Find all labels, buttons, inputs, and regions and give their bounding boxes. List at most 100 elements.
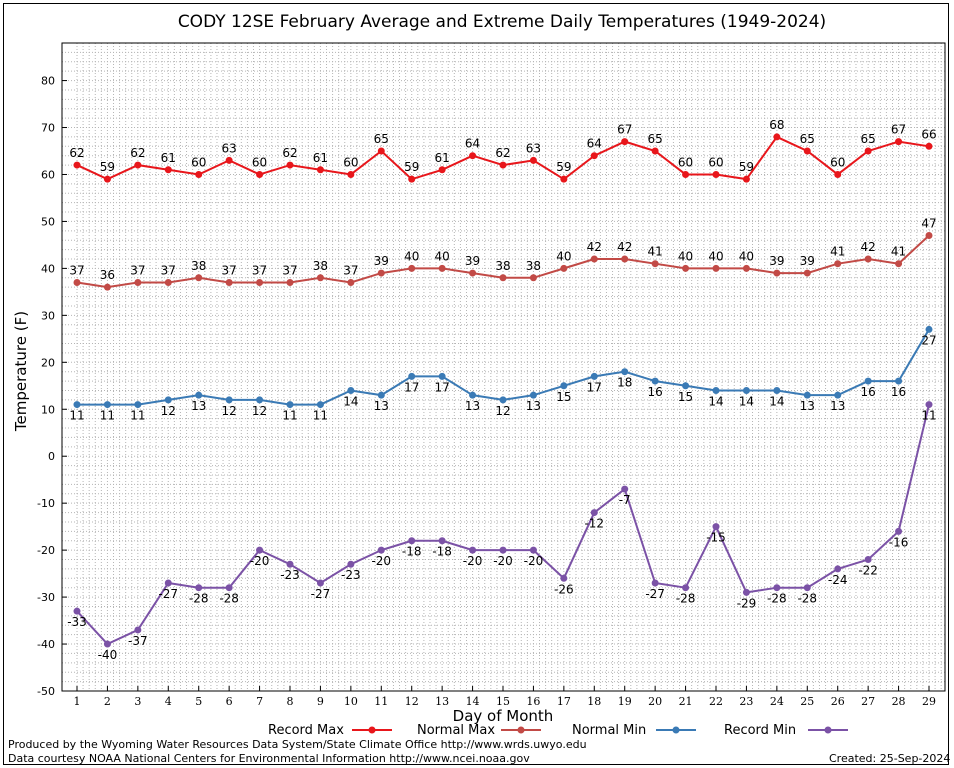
- data-label: 11: [100, 409, 115, 423]
- data-point: [651, 377, 659, 385]
- data-label: 67: [891, 123, 906, 137]
- data-label: 37: [69, 263, 84, 277]
- footer-courtesy: Data courtesy NOAA National Centers for …: [8, 752, 530, 765]
- data-point: [347, 560, 355, 568]
- data-point: [286, 161, 294, 169]
- data-label: 37: [161, 263, 176, 277]
- data-point: [256, 278, 264, 286]
- data-point: [864, 377, 872, 385]
- y-tick-label: 80: [41, 75, 55, 88]
- series-normal-max: 37 36 37 37 38 37 37 37 38 37 39 40 40 39 38 38 40 42 42 41…: [69, 217, 937, 291]
- data-point: [377, 147, 385, 155]
- data-point: [73, 607, 81, 615]
- x-tick-label: 27: [861, 695, 875, 708]
- grid: [62, 42, 945, 692]
- data-label: -28: [219, 592, 239, 606]
- series-record-min: -33-40-37-27 -28 -28-20-23-27-23-20-18 -18-…: [67, 401, 937, 662]
- data-label: 11: [130, 409, 145, 423]
- data-point: [195, 170, 203, 178]
- data-point: [712, 386, 720, 394]
- data-label: 38: [191, 259, 206, 273]
- data-point: [134, 161, 142, 169]
- chart-title: CODY 12SE February Average and Extreme D…: [178, 12, 826, 32]
- data-label: 37: [222, 263, 237, 277]
- data-label: 59: [739, 160, 754, 174]
- data-label: -28: [797, 592, 817, 606]
- data-label: -18: [402, 545, 422, 559]
- data-label: 38: [495, 259, 510, 273]
- data-label: 18: [617, 376, 632, 390]
- data-point: [682, 264, 690, 272]
- data-point: [164, 278, 172, 286]
- data-point: [621, 485, 629, 493]
- data-point: [773, 386, 781, 394]
- data-point: [834, 391, 842, 399]
- data-point: [742, 175, 750, 183]
- y-tick-label: 10: [41, 403, 55, 416]
- x-axis-label: Day of Month: [453, 707, 554, 725]
- data-point: [408, 372, 416, 380]
- data-point: [377, 391, 385, 399]
- data-label: 37: [282, 263, 297, 277]
- data-point: [73, 278, 81, 286]
- data-point: [621, 255, 629, 263]
- series-record-max: 62 59 62 61 60 63 60 62 61 60 65 59 61 64 62 63 59 64 67 65…: [69, 118, 937, 183]
- data-point: [225, 278, 233, 286]
- data-label: 40: [708, 249, 723, 263]
- data-point: [347, 278, 355, 286]
- x-tick-label: 16: [526, 695, 540, 708]
- data-label: -7: [619, 493, 631, 507]
- data-point: [590, 152, 598, 160]
- legend-swatch-marker: [517, 726, 525, 734]
- y-tick-label: 40: [41, 262, 55, 275]
- x-tick-label: 26: [831, 695, 845, 708]
- data-label: 13: [526, 399, 541, 413]
- data-label: 17: [587, 380, 602, 394]
- data-label: 12: [222, 404, 237, 418]
- x-tick-label: 2: [104, 695, 111, 708]
- legend: Record Max Normal Max Normal Min Record Min: [268, 723, 848, 738]
- data-label: -24: [828, 573, 848, 587]
- x-tick-label: 22: [709, 695, 723, 708]
- data-label: 13: [830, 399, 845, 413]
- data-label: 66: [921, 127, 936, 141]
- x-tick-label: 6: [226, 695, 233, 708]
- data-point: [469, 391, 477, 399]
- data-point: [316, 401, 324, 409]
- data-label: 27: [921, 333, 936, 347]
- data-point: [438, 372, 446, 380]
- x-tick-label: 12: [405, 695, 419, 708]
- data-label: 60: [678, 155, 693, 169]
- data-label: 16: [861, 385, 876, 399]
- data-point: [651, 260, 659, 268]
- data-label: 12: [495, 404, 510, 418]
- data-label: -20: [524, 554, 544, 568]
- data-label: 14: [343, 394, 358, 408]
- data-point: [529, 546, 537, 554]
- data-label: 40: [678, 249, 693, 263]
- data-point: [834, 260, 842, 268]
- data-point: [560, 175, 568, 183]
- data-point: [499, 546, 507, 554]
- data-point: [773, 269, 781, 277]
- x-tick-label: 20: [648, 695, 662, 708]
- data-label: 13: [374, 399, 389, 413]
- data-label: 41: [830, 245, 845, 259]
- data-label: -40: [98, 648, 118, 662]
- data-label: 16: [648, 385, 663, 399]
- data-point: [256, 546, 264, 554]
- data-label: 17: [404, 380, 419, 394]
- data-point: [925, 325, 933, 333]
- y-tick-label: 50: [41, 215, 55, 228]
- x-tick-label: 21: [679, 695, 693, 708]
- data-label: 37: [252, 263, 267, 277]
- data-point: [256, 170, 264, 178]
- data-label: 60: [830, 155, 845, 169]
- data-point: [895, 260, 903, 268]
- data-label: 47: [921, 217, 936, 231]
- data-label: -15: [706, 531, 726, 545]
- data-label: 39: [465, 254, 480, 268]
- data-label: -27: [645, 587, 665, 601]
- data-label: 15: [678, 390, 693, 404]
- legend-label: Record Max: [268, 723, 344, 738]
